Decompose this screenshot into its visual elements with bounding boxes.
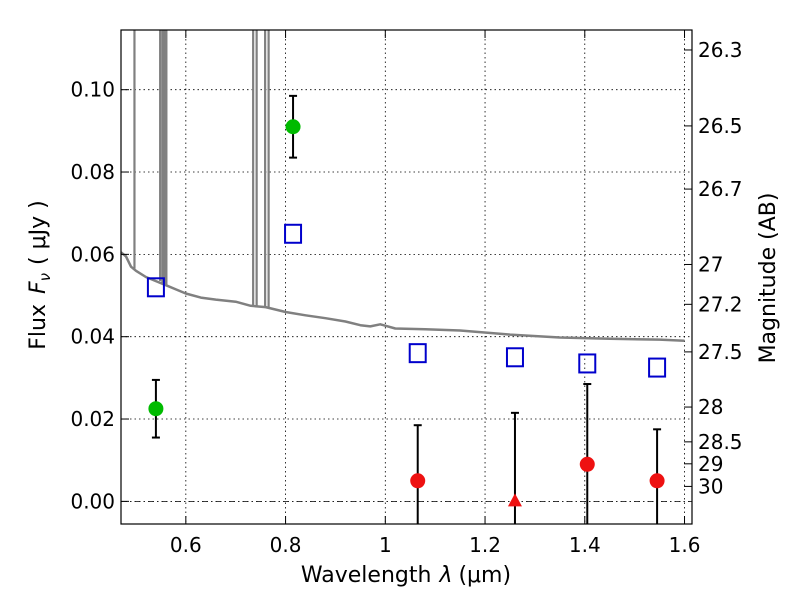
upper-limit-triangle [507, 493, 522, 507]
nondetection-point [579, 456, 595, 472]
x-axis-label-symbol: λ [438, 563, 452, 588]
y-axis-ticks: 0.00 0.02 0.04 0.06 0.08 0.10 [70, 78, 129, 513]
x-axis-ticks: 0.6 0.8 1 1.2 1.4 1.6 [170, 30, 701, 557]
right-tick-label: 28.5 [698, 430, 743, 454]
right-tick-label: 26.7 [698, 177, 743, 201]
y-tick-label: 0.06 [70, 242, 115, 266]
right-tick-label: 26.3 [698, 38, 743, 62]
y-axis-label: Flux Fν ( μJy ) [26, 200, 54, 349]
y-tick-label: 0.10 [70, 78, 115, 102]
x-axis-label-unit: (μm) [458, 563, 511, 588]
y-axis-label-text: Flux [26, 304, 51, 350]
right-tick-label: 26.5 [698, 114, 743, 138]
spectrum-line [120, 251, 685, 343]
y-tick-label: 0.02 [70, 407, 115, 431]
grid-lines [121, 30, 692, 524]
y-axis-label-symbol: F [26, 281, 51, 294]
y-tick-label: 0.08 [70, 160, 115, 184]
right-tick-label: 29 [698, 452, 723, 476]
x-tick-label: 0.8 [270, 533, 302, 557]
right-tick-label: 27 [698, 252, 723, 276]
nondetection-point [649, 473, 665, 489]
right-axis-label: Magnitude (AB) [756, 193, 781, 364]
data-markers [146, 94, 667, 524]
x-tick-label: 1.6 [669, 533, 701, 557]
x-tick-label: 1 [379, 533, 392, 557]
detection-point [285, 119, 301, 135]
right-tick-label: 27.5 [698, 340, 743, 364]
model-photometry-square [146, 277, 165, 298]
model-photometry-square [505, 347, 524, 368]
nondetection-point [410, 473, 426, 489]
x-tick-label: 0.6 [170, 533, 202, 557]
detection-point [148, 401, 164, 417]
model-photometry-square [648, 357, 667, 378]
right-tick-label: 30 [698, 474, 723, 498]
x-tick-label: 1.2 [469, 533, 501, 557]
y-axis-label-unit: ( μJy ) [26, 200, 51, 265]
x-axis-label-text: Wavelength [301, 563, 432, 588]
y-tick-label: 0.04 [70, 325, 115, 349]
model-photometry-square [408, 343, 427, 364]
right-tick-label: 28 [698, 395, 723, 419]
model-photometry-square [578, 353, 597, 374]
model-photometry-square [284, 223, 303, 244]
plot-frame [120, 29, 693, 525]
y-tick-label: 0.00 [70, 489, 115, 513]
y-axis-label-subscript: ν [36, 273, 54, 281]
x-tick-label: 1.4 [569, 533, 601, 557]
model-spectrum [120, 30, 685, 343]
right-tick-label: 27.2 [698, 292, 743, 316]
x-axis-label: Wavelength λ (μm) [301, 563, 511, 588]
